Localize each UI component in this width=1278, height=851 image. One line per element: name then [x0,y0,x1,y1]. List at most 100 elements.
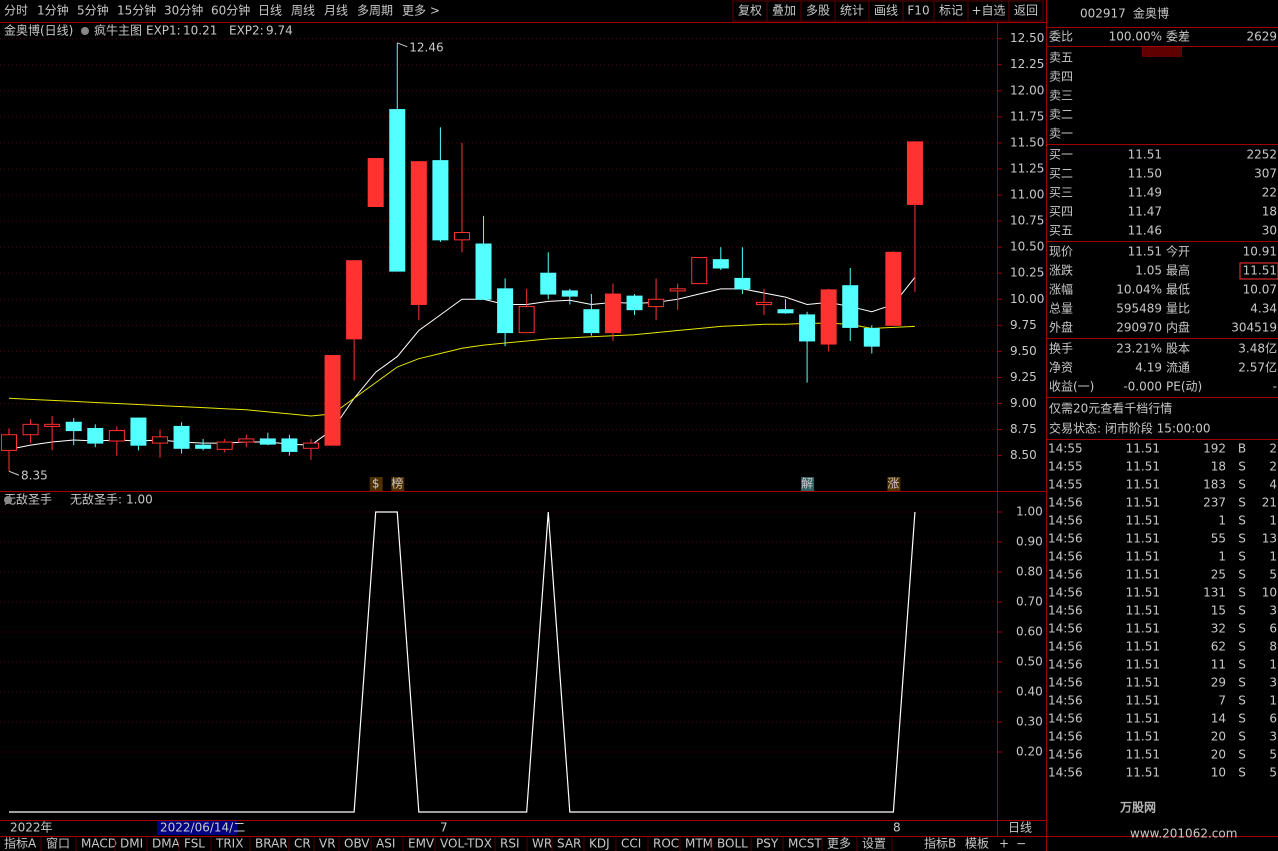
candle-body [540,272,557,295]
indicator-tab[interactable]: ASI [376,837,395,851]
period-tab[interactable]: 30分钟 [164,3,203,18]
y-tick-label: 12.25 [1010,57,1044,71]
toolbar-button-label[interactable]: 多股 [806,4,830,18]
signal-label: 涨 [887,476,899,491]
y-tick-label: 11.50 [1010,135,1044,149]
right-tab[interactable]: + [999,837,1009,851]
period-tab[interactable]: 15分钟 [117,3,156,18]
indicator-tab[interactable]: RSI [500,837,520,851]
right-tab[interactable]: − [1016,837,1026,851]
period-tab[interactable]: 1分钟 [37,3,69,18]
toolbar-button-label[interactable]: 返回 [1014,4,1038,18]
y-tick-label: 10.00 [1010,292,1044,306]
toolbar-button-label[interactable]: 画线 [874,4,898,18]
y-tick-label: 9.00 [1010,396,1037,410]
indicator-tab[interactable]: EMV [408,837,435,851]
trade-count: 2 [1269,442,1277,456]
toolbar-button-label[interactable]: 叠加 [772,4,796,18]
indicator-tab[interactable]: PSY [756,837,779,851]
promo-link[interactable]: 仅需20元查看千档行情 [1049,402,1172,416]
indicator-tab[interactable]: FSL [184,837,205,851]
ma-value: 9.74 [266,24,293,38]
trade-time: 14:56 [1048,766,1083,780]
buy-volume: 22 [1262,186,1277,200]
period-tab[interactable]: 周线 [291,4,315,18]
indicator-tab[interactable]: WR [532,837,552,851]
indicator-tab[interactable]: 窗口 [46,837,70,851]
trade-side: S [1238,604,1246,618]
y-tick-label: 1.00 [1016,505,1043,519]
indicator-tab[interactable]: CCI [621,837,641,851]
y-tick-label: 0.40 [1016,685,1043,699]
indicator-tab[interactable]: MCST [788,837,822,851]
right-tab[interactable]: 指标B [924,836,956,851]
signal-label: $ [372,477,380,491]
trade-price: 11.51 [1126,568,1160,582]
candle-body [65,421,82,432]
indicator-tab[interactable]: 更多 [827,837,851,851]
low-label: 8.35 [21,469,48,483]
low-pointer [8,470,20,476]
expand-button[interactable] [1142,47,1182,57]
period-tab[interactable]: 60分钟 [211,3,250,18]
indicator-tab[interactable]: SAR [557,837,581,851]
indicator-tab[interactable]: 指标A [4,836,37,851]
period-tab[interactable]: 更多 > [402,4,440,18]
candle-body [906,141,923,205]
candle-body [626,295,643,311]
candle-body [669,288,686,292]
trade-price: 11.51 [1126,766,1160,780]
candle-body [173,425,190,449]
y-tick-label: 10.25 [1010,266,1044,280]
trade-side: S [1238,532,1246,546]
indicator-tab[interactable]: ROC [653,837,679,851]
indicator-tab[interactable]: DMA [152,837,181,851]
y-tick-label: 0.90 [1016,535,1043,549]
period-tab[interactable]: 5分钟 [77,3,109,18]
candle-body [799,314,816,342]
indicator-tab[interactable]: VOL-TDX [440,837,492,851]
buy-volume: 30 [1262,224,1277,238]
toolbar-button-label[interactable]: +自选 [971,4,1005,18]
indicator-tab[interactable]: VR [319,837,336,851]
right-tab[interactable]: 模板 [965,837,989,851]
y-tick-label: 9.75 [1010,318,1037,332]
toolbar-button-label[interactable]: 复权 [738,4,762,18]
toolbar-button-label[interactable]: 标记 [939,4,963,18]
indicator-tab[interactable]: OBV [344,837,370,851]
trade-side: S [1238,712,1246,726]
indicator-tab[interactable]: BOLL [717,837,748,851]
buy-label: 买二 [1049,167,1073,181]
period-tab[interactable]: 月线 [324,4,348,18]
quote-label: 内盘 [1166,320,1190,335]
period-tab[interactable]: 分时 [4,4,28,18]
trade-side: S [1238,676,1246,690]
pane-icon [4,496,12,504]
candle-body [518,306,535,334]
quote-value: 304519 [1231,321,1277,335]
toolbar-button[interactable] [732,0,768,22]
period-tab[interactable]: 日线 [258,4,282,18]
trade-time: 14:55 [1048,442,1083,456]
trade-price: 11.51 [1126,658,1160,672]
date-label: 日线 [1008,821,1032,835]
candle-body [324,355,341,446]
signal-badge [369,477,383,491]
toolbar-button-label[interactable]: F10 [907,4,929,18]
candle-body [604,293,621,334]
period-tab[interactable]: 多周期 [357,4,393,18]
candle-body [712,259,729,269]
date-label: 2022/06/14/二 [160,821,245,835]
indicator-tab[interactable]: MTM [685,837,713,851]
toolbar-button-label[interactable]: 统计 [840,4,864,18]
indicator-tab[interactable]: TRIX [215,837,243,851]
quote-label: 换手 [1049,342,1073,356]
indicator-tab[interactable]: KDJ [589,837,610,851]
indicator-tab[interactable]: BRAR [255,837,288,851]
candle-body [151,436,168,444]
indicator-tab[interactable]: 设置 [862,837,886,851]
indicator-tab[interactable]: MACD [81,837,117,851]
indicator-tab[interactable]: CR [294,837,311,851]
indicator-tab[interactable]: DMI [120,837,143,851]
